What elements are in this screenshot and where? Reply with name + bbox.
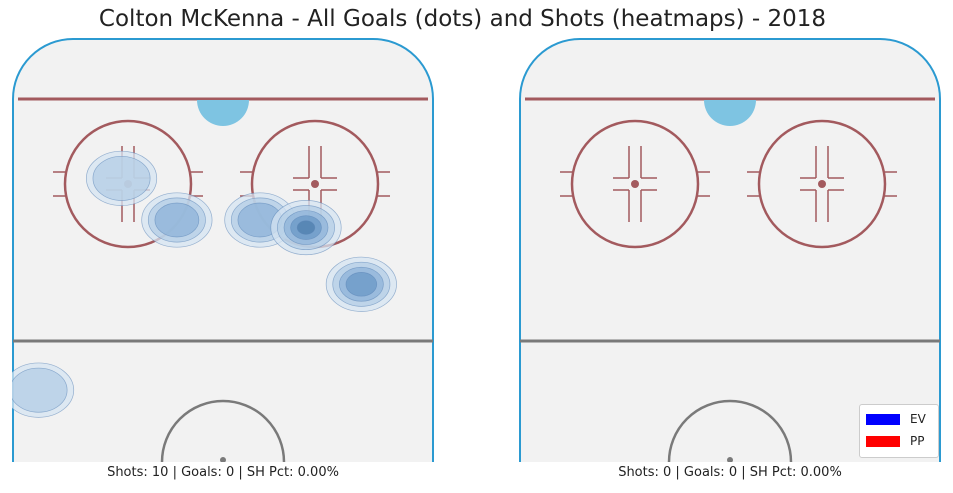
goal-crease — [197, 100, 249, 126]
rink-surface — [12, 38, 434, 462]
legend-label-ev: EV — [910, 412, 926, 426]
center-dot — [727, 457, 733, 462]
legend-item-ev: EV — [866, 411, 926, 427]
legend-item-pp: PP — [866, 433, 924, 449]
heat-blob — [325, 256, 397, 312]
center-dot — [220, 457, 226, 462]
figure-title: Colton McKenna - All Goals (dots) and Sh… — [98, 6, 827, 32]
heat-contour — [92, 155, 151, 201]
center-circle — [667, 399, 793, 462]
faceoff-circle-left — [560, 119, 710, 249]
heat-blob — [141, 192, 213, 248]
legend: EV PP — [859, 404, 939, 458]
heat-contour — [296, 220, 316, 235]
heat-blob — [270, 200, 342, 256]
heat-contour — [154, 202, 200, 238]
shot-heatmap — [12, 150, 397, 418]
left-panel-caption: Shots: 10 | Goals: 0 | SH Pct: 0.00% — [107, 465, 339, 480]
goal-crease — [704, 100, 756, 126]
faceoff-circle-right — [747, 119, 897, 249]
rink-right-panel — [519, 38, 941, 462]
heat-contour — [12, 367, 68, 413]
rink-surface — [519, 38, 941, 462]
legend-swatch-ev — [866, 413, 900, 425]
rink-boards — [519, 38, 941, 462]
heat-blob — [85, 150, 158, 206]
legend-swatch-pp — [866, 435, 900, 447]
rink-left-panel — [12, 38, 434, 462]
center-circle — [160, 399, 286, 462]
right-panel-caption: Shots: 0 | Goals: 0 | SH Pct: 0.00% — [618, 465, 842, 480]
heat-blob — [12, 362, 75, 418]
legend-label-pp: PP — [910, 434, 925, 448]
heat-contour — [345, 272, 378, 297]
rink-boards — [12, 38, 434, 462]
